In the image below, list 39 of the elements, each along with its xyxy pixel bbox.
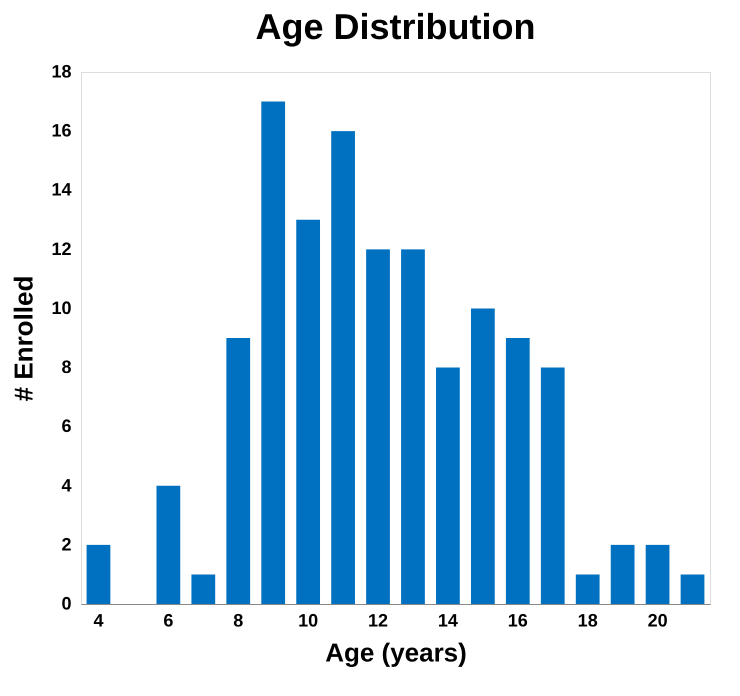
chart-title: Age Distribution [256, 6, 536, 47]
bar [331, 131, 355, 604]
x-tick-label: 14 [438, 610, 458, 630]
bar [296, 220, 320, 604]
bar [191, 574, 216, 604]
y-tick-label: 18 [51, 62, 72, 82]
x-tick-label: 4 [93, 610, 104, 630]
bar [261, 102, 286, 604]
y-tick-label: 6 [61, 416, 72, 436]
bar [540, 368, 565, 604]
x-tick-label: 6 [163, 610, 174, 630]
bar [86, 544, 110, 604]
bar [506, 338, 530, 604]
x-tick-label: 20 [648, 610, 668, 630]
x-tick-label: 8 [233, 610, 244, 630]
bar [436, 368, 460, 604]
bar [401, 249, 425, 604]
y-tick-label: 0 [61, 594, 72, 614]
y-tick-label: 10 [51, 298, 72, 318]
x-tick-label: 10 [298, 610, 318, 630]
bar [156, 486, 180, 604]
bar [576, 574, 600, 604]
y-tick-label: 12 [51, 238, 72, 259]
bar [646, 544, 670, 604]
y-tick-label: 16 [51, 120, 72, 141]
bar [366, 249, 390, 604]
y-tick-label: 2 [61, 534, 72, 554]
y-axis-title: # Enrolled [8, 276, 38, 402]
x-axis-title: Age (years) [325, 638, 467, 668]
y-tick-label: 4 [61, 475, 72, 496]
x-tick-label: 16 [508, 610, 528, 630]
x-tick-label: 12 [368, 610, 388, 630]
bar [680, 574, 704, 604]
y-tick-label: 8 [61, 357, 72, 378]
bar [470, 308, 495, 604]
y-tick-label: 14 [51, 180, 72, 200]
bar [610, 544, 635, 604]
bar [226, 338, 250, 604]
x-tick-label: 18 [578, 610, 598, 630]
